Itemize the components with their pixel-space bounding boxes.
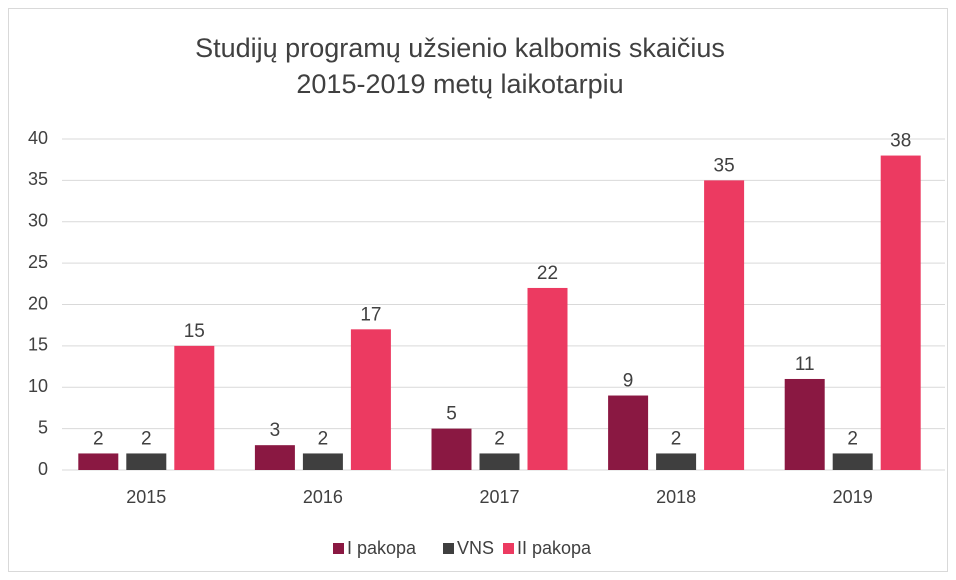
data-label: 2 — [141, 428, 152, 449]
legend-label: I pakopa — [347, 538, 417, 558]
bar — [832, 453, 873, 470]
bar — [784, 378, 825, 470]
bar — [880, 155, 921, 471]
bar — [350, 329, 391, 470]
x-tick-label: 2018 — [656, 487, 696, 507]
chart-title: Studijų programų užsienio kalbomis skaič… — [195, 33, 725, 99]
y-tick-label: 30 — [28, 211, 48, 231]
data-label: 9 — [623, 371, 634, 392]
x-tick-label: 2019 — [833, 487, 873, 507]
x-tick-label: 2016 — [303, 487, 343, 507]
data-label: 2 — [93, 428, 104, 449]
x-tick-label: 2017 — [479, 487, 519, 507]
data-label: 11 — [795, 354, 815, 375]
data-label: 2 — [671, 428, 682, 449]
bar — [431, 428, 472, 470]
legend-swatch — [443, 543, 454, 554]
y-tick-label: 20 — [28, 293, 48, 313]
data-label: 35 — [714, 155, 735, 176]
y-tick-label: 10 — [28, 376, 48, 396]
data-label: 2 — [847, 428, 858, 449]
bar — [174, 345, 215, 470]
legend-label: VNS — [457, 538, 494, 558]
chart-border — [8, 8, 948, 572]
data-label: 17 — [360, 304, 381, 325]
y-tick-label: 25 — [28, 252, 48, 272]
bar — [126, 453, 167, 470]
data-label: 2 — [318, 428, 329, 449]
data-label: 22 — [537, 263, 558, 284]
y-tick-label: 40 — [28, 128, 48, 148]
data-label: 38 — [890, 131, 911, 152]
data-label: 15 — [184, 321, 205, 342]
bar — [302, 453, 343, 470]
x-tick-label: 2015 — [126, 487, 166, 507]
y-tick-label: 5 — [38, 417, 48, 437]
bar — [479, 453, 520, 470]
bar — [656, 453, 697, 470]
bar — [608, 395, 649, 470]
bar — [704, 180, 745, 470]
y-tick-label: 15 — [28, 335, 48, 355]
legend-label: II pakopa — [517, 538, 592, 558]
data-label: 5 — [446, 404, 457, 425]
legend-swatch — [333, 543, 344, 554]
bar — [78, 453, 119, 470]
data-label: 3 — [270, 420, 281, 441]
bar — [254, 445, 295, 470]
bar — [527, 287, 568, 470]
y-tick-label: 35 — [28, 169, 48, 189]
legend-swatch — [503, 543, 514, 554]
y-tick-label: 0 — [38, 459, 48, 479]
data-label: 2 — [494, 428, 505, 449]
